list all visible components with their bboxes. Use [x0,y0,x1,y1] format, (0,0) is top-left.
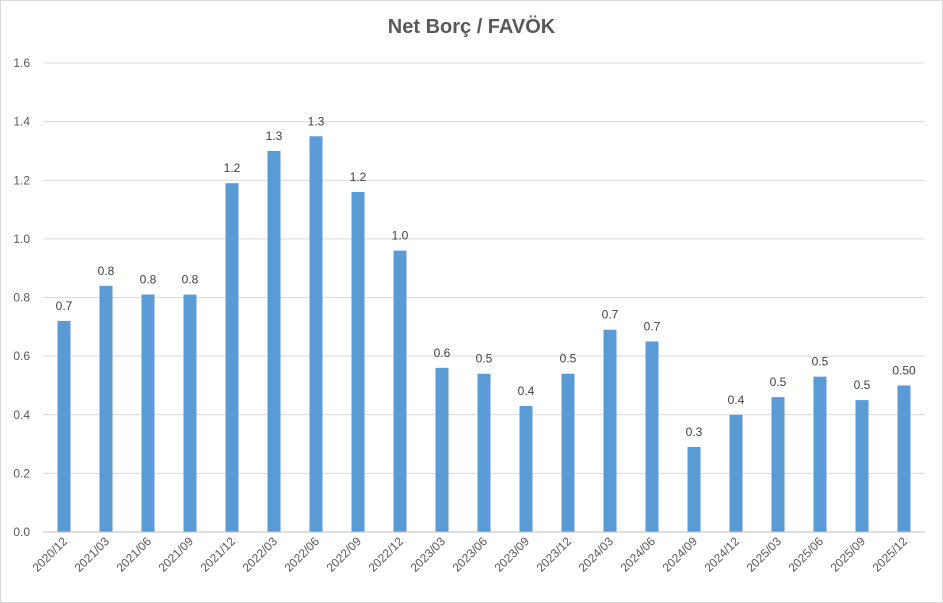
data-label: 0.4 [728,393,745,407]
x-tick-label: 2021/09 [156,534,197,575]
bar [267,150,281,532]
x-tick-label: 2025/09 [828,534,869,575]
bar [897,385,911,532]
bar [729,414,743,532]
data-label: 0.6 [434,346,451,360]
x-tick-label: 2024/03 [576,534,617,575]
y-tick-label: 0.8 [13,291,30,305]
x-tick-label: 2025/06 [786,534,827,575]
data-label: 0.3 [686,425,703,439]
x-tick-label: 2023/09 [492,534,533,575]
y-tick-label: 1.2 [13,173,30,187]
bar [183,294,197,532]
data-label: 0.7 [644,319,661,333]
data-labels: 0.70.80.8 0.81.21.31.31.21.00.6 0.50.40.50… [56,114,916,439]
data-label: 1.3 [266,129,283,143]
bar [393,250,407,532]
bar [855,400,869,532]
bar [309,136,323,532]
bar [225,183,239,532]
data-label: 0.50 [892,363,916,377]
data-label: 0.7 [56,299,73,313]
data-label: 0.8 [98,264,115,278]
bar [771,397,785,532]
data-label: 1.3 [308,114,325,128]
bar [645,341,659,532]
bar [435,367,449,532]
y-tick-label: 1.0 [13,232,30,246]
x-tick-label: 2022/09 [324,534,365,575]
bar [351,191,365,532]
y-tick-label: 0.2 [13,466,30,480]
bars [57,136,911,532]
bar [813,376,827,532]
bar [603,329,617,532]
data-label: 0.8 [182,273,199,287]
x-tick-label: 2024/09 [660,534,701,575]
x-tick-label: 2022/12 [366,534,407,575]
x-tick-label: 2025/12 [870,534,911,575]
data-label: 1.0 [392,229,409,243]
y-tick-label: 0.0 [13,525,30,539]
x-tick-label: 2021/06 [114,534,155,575]
x-tick-label: 2022/06 [282,534,323,575]
data-label: 0.8 [140,273,157,287]
x-tick-label: 2020/12 [30,534,71,575]
y-tick-label: 0.4 [13,408,30,422]
chart-title: Net Borç / FAVÖK [387,16,556,38]
x-axis-ticks: 2020/12 2021/03 2021/06 2021/09 2021/12 2022/… [30,534,911,575]
bar [57,320,71,532]
bar [519,405,533,532]
x-tick-label: 2023/03 [408,534,449,575]
data-label: 0.5 [770,375,787,389]
gridlines [43,62,925,474]
data-label: 1.2 [350,170,367,184]
x-tick-label: 2021/12 [198,534,239,575]
x-tick-label: 2025/03 [744,534,785,575]
x-tick-label: 2022/03 [240,534,281,575]
bar [687,446,701,532]
bar [477,373,491,532]
y-tick-label: 1.4 [13,115,30,129]
x-tick-label: 2023/12 [534,534,575,575]
data-label: 1.2 [224,161,241,175]
data-label: 0.5 [854,378,871,392]
data-label: 0.5 [812,355,829,369]
data-label: 0.5 [476,352,493,366]
data-label: 0.7 [602,308,619,322]
y-tick-label: 1.6 [13,56,30,70]
bar [99,285,113,532]
y-axis-ticks: 0.0 0.2 0.4 0.6 0.8 1.0 1.2 1.4 1.6 [13,56,30,539]
x-tick-label: 2021/03 [72,534,113,575]
bar [561,373,575,532]
bar [141,294,155,532]
data-label: 0.4 [518,384,535,398]
data-label: 0.5 [560,352,577,366]
x-tick-label: 2024/06 [618,534,659,575]
x-tick-label: 2024/12 [702,534,743,575]
x-tick-label: 2023/06 [450,534,491,575]
y-tick-label: 0.6 [13,349,30,363]
